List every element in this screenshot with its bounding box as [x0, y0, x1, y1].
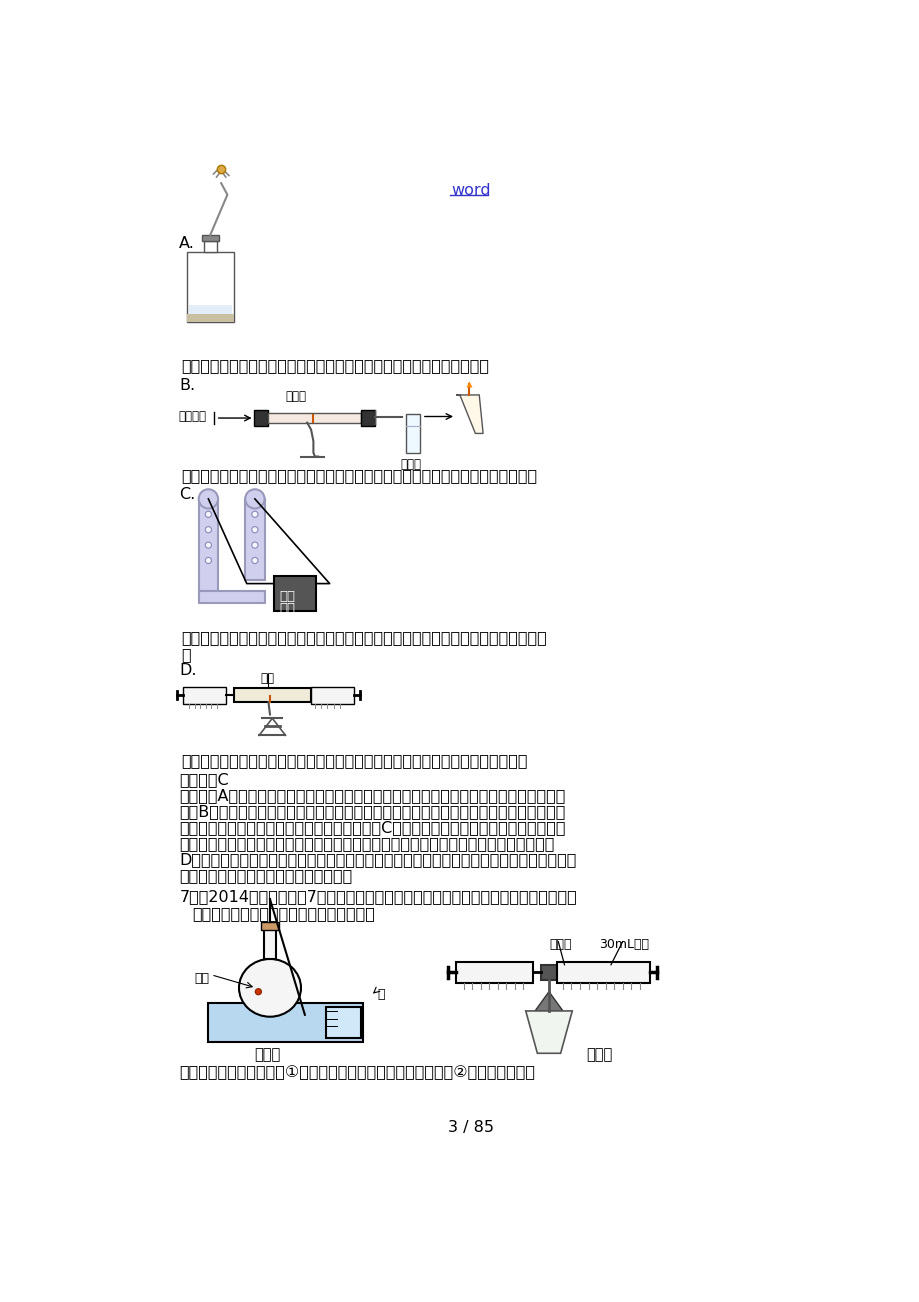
Bar [325, 1006, 360, 1038]
Bar [183, 686, 225, 703]
Circle shape [199, 490, 218, 509]
Circle shape [255, 988, 261, 995]
Text: D、铜在空气中加热能与氧气反应生成氧化铜，会观察到玻璃管内红色的固体粉末变成黑色，: D、铜在空气中加热能与氧气反应生成氧化铜，会观察到玻璃管内红色的固体粉末变成黑色… [179, 853, 576, 867]
Bar [405, 414, 419, 453]
Text: 红磷: 红磷 [194, 973, 209, 986]
Text: 所示的两实验。所用实验装置气密性良好。: 所示的两实验。所用实验装置气密性良好。 [192, 906, 375, 922]
Bar [199, 499, 218, 591]
Bar [264, 928, 276, 960]
Text: C.: C. [179, 487, 196, 503]
Text: A.: A. [179, 236, 195, 250]
Circle shape [205, 557, 211, 564]
Text: 直流: 直流 [279, 590, 295, 603]
Bar [255, 410, 268, 426]
Bar [311, 686, 353, 703]
Polygon shape [525, 1010, 572, 1053]
Text: 电源: 电源 [279, 602, 295, 615]
Text: word: word [451, 182, 491, 198]
Text: 7．（2014年某某某某，7题）某化学兴趣小组的同学在教师的指导下，正确完成如下图: 7．（2014年某某某某，7题）某化学兴趣小组的同学在教师的指导下，正确完成如下… [179, 889, 576, 905]
Circle shape [205, 512, 211, 517]
Bar [274, 575, 316, 611]
Text: 确；B、一氧化碳在高温条件下复原氧化铁，生成铁和二氧化碳，会观察到一氧化碳在高温: 确；B、一氧化碳在高温条件下复原氧化铁，生成铁和二氧化碳，会观察到一氧化碳在高温 [179, 803, 565, 819]
Circle shape [205, 526, 211, 533]
Text: 实验一: 实验一 [254, 1047, 279, 1062]
Text: 氧化铁: 氧化铁 [285, 391, 306, 404]
Text: 气体的总体积减少了约五分之一，正确。: 气体的总体积减少了约五分之一，正确。 [179, 868, 352, 884]
Text: 电解水的实验：两个电极上产生大量的气泡，正极上产生的是氢气，负极上产生的是氧: 电解水的实验：两个电极上产生大量的气泡，正极上产生的是氢气，负极上产生的是氧 [181, 630, 546, 646]
Text: 铁丝在氧气中燃烧：剧烈燃烧，火星四射，放出大量的热，产生黑色固体: 铁丝在氧气中燃烧：剧烈燃烧，火星四射，放出大量的热，产生黑色固体 [181, 358, 488, 372]
Bar [204, 241, 216, 253]
Polygon shape [535, 992, 562, 1010]
Bar [456, 962, 533, 983]
Circle shape [252, 542, 257, 548]
Text: 一氧化碳在高温条件下复原氧化铁：试管中红色固体变成黑色，澄清的石灰水变浑浊: 一氧化碳在高温条件下复原氧化铁：试管中红色固体变成黑色，澄清的石灰水变浑浊 [181, 469, 537, 483]
Bar [208, 1004, 363, 1042]
Bar [361, 410, 375, 426]
Text: 关于该实验有如下说法：①红磷熄灭并冷却后才能打开弹簧夹；②点燃酒精灯加热: 关于该实验有如下说法：①红磷熄灭并冷却后才能打开弹簧夹；②点燃酒精灯加热 [179, 1065, 535, 1079]
Text: 测定空气成分的实验：玻璃管内红色的固体粉末变成黑色，气体的总体积减少了约: 测定空气成分的实验：玻璃管内红色的固体粉末变成黑色，气体的总体积减少了约 [181, 753, 527, 768]
Bar [233, 689, 311, 702]
Text: 30mL空气: 30mL空气 [598, 937, 649, 950]
Polygon shape [456, 395, 482, 434]
Bar [261, 922, 278, 930]
Text: 【答案】C: 【答案】C [179, 772, 229, 788]
Bar [187, 253, 233, 322]
Text: 石灰水: 石灰水 [400, 458, 421, 471]
Text: 气泡，正极上产生的是氢气，负极上产生的是氧气，是实验结论而不是实验现象，错误；: 气泡，正极上产生的是氢气，负极上产生的是氧气，是实验结论而不是实验现象，错误； [179, 836, 554, 852]
Text: 一氧化碳: 一氧化碳 [178, 410, 207, 423]
Text: 气: 气 [181, 647, 190, 661]
Circle shape [205, 542, 211, 548]
Text: 3 / 85: 3 / 85 [448, 1121, 494, 1135]
Bar [245, 499, 265, 579]
Ellipse shape [239, 960, 301, 1017]
Circle shape [245, 490, 265, 509]
Bar [187, 314, 233, 322]
Text: 水: 水 [377, 988, 384, 1001]
Text: 细铜丝: 细铜丝 [549, 937, 571, 950]
Text: 铜粉: 铜粉 [260, 672, 275, 685]
Text: B.: B. [179, 378, 195, 393]
Bar [201, 234, 219, 241]
Text: 【解析】A、铁丝在氧气中燃烧，剧烈燃烧，火星四射，放出大量的热，产生黑色固体，正: 【解析】A、铁丝在氧气中燃烧，剧烈燃烧，火星四射，放出大量的热，产生黑色固体，正 [179, 788, 565, 802]
Bar [188, 305, 232, 314]
Bar [556, 962, 649, 983]
Text: D.: D. [179, 663, 197, 678]
Bar [199, 591, 265, 603]
Circle shape [252, 557, 257, 564]
Circle shape [252, 512, 257, 517]
Text: 条件下复原氧化铁，生成铁和二氧化碳，正确；C、电解水的实验：两个电极上产生大量的: 条件下复原氧化铁，生成铁和二氧化碳，正确；C、电解水的实验：两个电极上产生大量的 [179, 820, 565, 835]
Bar [268, 413, 361, 423]
Bar [540, 965, 556, 980]
Text: 实验二: 实验二 [585, 1047, 612, 1062]
Circle shape [252, 526, 257, 533]
